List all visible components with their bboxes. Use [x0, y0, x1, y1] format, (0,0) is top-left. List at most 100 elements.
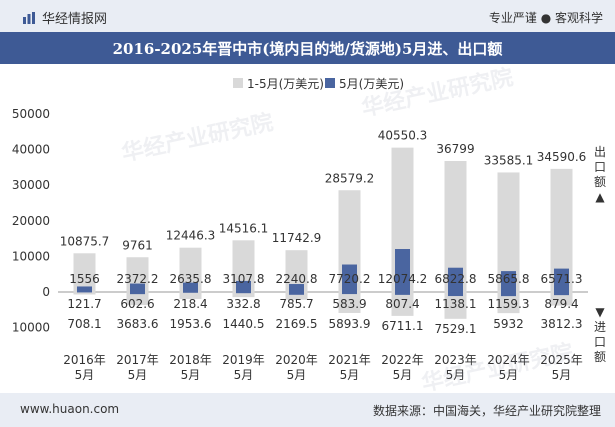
x-tick-label: 2020年	[275, 353, 318, 367]
x-tick-label: 2016年	[63, 353, 106, 367]
y-tick-label: 50000	[12, 107, 50, 121]
bar-cumulative-import	[179, 292, 202, 299]
bar-monthly-import	[395, 292, 410, 295]
bar-cumulative-import	[550, 292, 573, 306]
slogan: 专业严谨 ● 客观科学	[488, 11, 603, 25]
data-label-monthly-import: 1138.1	[435, 297, 477, 311]
bar-monthly-import	[342, 292, 357, 295]
x-tick-label: 2019年	[222, 353, 265, 367]
y-tick-label: 20000	[12, 214, 50, 228]
data-label-monthly-export: 2372.2	[117, 272, 159, 286]
data-label-cumulative-export: 9761	[122, 238, 153, 252]
x-tick-label: 5月	[75, 368, 95, 382]
bar-cumulative-export	[179, 247, 202, 292]
x-tick-label: 5月	[128, 368, 148, 382]
right-axis-label-import: ▼	[595, 305, 605, 319]
y-tick-label: 10000	[12, 321, 50, 335]
chart-title: 2016-2025年晋中市(境内目的地/货源地)5月进、出口额	[112, 39, 503, 58]
logo-icon	[23, 11, 35, 24]
data-label-monthly-export: 6571.3	[541, 272, 583, 286]
x-tick-label: 5月	[234, 368, 254, 382]
data-label-cumulative-export: 34590.6	[537, 150, 587, 164]
bar-cumulative-import	[497, 292, 520, 314]
bar-monthly-export	[501, 271, 516, 292]
right-axis-label-export: 口	[594, 160, 606, 174]
right-axis-label-export: ▲	[595, 190, 605, 204]
header-bar: 华经情报网 专业严谨 ● 客观科学	[0, 0, 615, 32]
data-label-cumulative-export: 28579.2	[325, 171, 375, 185]
data-label-cumulative-export: 40550.3	[378, 129, 428, 143]
x-tick-label: 5月	[181, 368, 201, 382]
bar-cumulative-import	[126, 292, 149, 306]
data-label-monthly-import: 785.7	[279, 297, 313, 311]
x-tick-label: 5月	[287, 368, 307, 382]
data-label-cumulative-import: 2169.5	[276, 317, 318, 331]
bar-monthly-import	[448, 292, 463, 297]
right-axis-label-import: 额	[594, 350, 606, 364]
brand[interactable]: 华经情报网	[22, 8, 107, 27]
chart-area: 1-5月(万美元) 5月(万美元) 50000 40000 30000 20000 1000…	[12, 77, 606, 382]
x-tick-label: 2021年	[328, 353, 371, 367]
x-tick-label: 2017年	[116, 353, 159, 367]
bar-monthly-export	[289, 284, 304, 292]
data-label-cumulative-import: 3683.6	[117, 317, 159, 331]
data-label-cumulative-export: 10875.7	[60, 234, 110, 248]
data-label-cumulative-import: 6711.1	[382, 319, 424, 333]
data-label-cumulative-export: 33585.1	[484, 153, 534, 167]
data-label-cumulative-import: 708.1	[67, 317, 101, 331]
right-axis-label-import: 口	[594, 335, 606, 349]
data-label-monthly-import: 602.6	[120, 297, 154, 311]
legend-swatch-cumulative	[233, 78, 243, 88]
bar-cumulative-import	[444, 292, 467, 319]
bar-monthly-import	[501, 292, 516, 297]
data-label-monthly-import: 583.9	[332, 297, 366, 311]
bar-cumulative-import	[338, 292, 361, 313]
bar-monthly-export	[342, 264, 357, 292]
data-label-cumulative-import: 1440.5	[223, 317, 265, 331]
bar-cumulative-import	[285, 292, 308, 300]
data-label-cumulative-export: 12446.3	[166, 229, 216, 243]
brand-name: 华经情报网	[42, 12, 108, 27]
x-tick-label: 5月	[499, 368, 519, 382]
bar-monthly-import	[236, 292, 251, 294]
x-tick-label: 2022年	[381, 353, 424, 367]
bar-cumulative-export	[444, 160, 467, 292]
website-link[interactable]: www.huaon.com	[20, 402, 120, 416]
x-tick-label: 2024年	[487, 353, 530, 367]
data-label-monthly-export: 2240.8	[276, 272, 318, 286]
bar-monthly-export	[183, 282, 198, 292]
data-label-cumulative-import: 5893.9	[329, 317, 371, 331]
y-tick-label: 0	[42, 285, 50, 299]
data-label-monthly-export: 12074.2	[378, 272, 428, 286]
data-label-cumulative-export: 36799	[436, 142, 474, 156]
data-label-monthly-export: 6822.8	[435, 272, 477, 286]
data-label-cumulative-import: 7529.1	[435, 322, 477, 336]
y-tick-label: 10000	[12, 249, 50, 263]
bar-cumulative-export	[550, 168, 573, 292]
right-axis-label-export: 出	[594, 145, 606, 159]
data-label-monthly-export: 2635.8	[170, 272, 212, 286]
x-tick-label: 2025年	[540, 353, 583, 367]
x-tick-label: 5月	[446, 368, 466, 382]
bar-monthly-export	[236, 280, 251, 292]
bar-cumulative-export	[232, 240, 255, 292]
legend-label-cumulative: 1-5月(万美元)	[247, 77, 324, 91]
x-tick-label: 5月	[552, 368, 572, 382]
bar-cumulative-export	[497, 172, 520, 292]
bar-monthly-export	[77, 286, 92, 292]
bar-monthly-export	[130, 283, 145, 292]
data-label-monthly-import: 1159.3	[488, 297, 530, 311]
data-label-monthly-export: 1556	[69, 272, 100, 286]
data-label-cumulative-import: 5932	[493, 317, 524, 331]
bar-monthly-import	[183, 292, 198, 293]
right-axis-label-import: 进	[594, 320, 606, 334]
bar-cumulative-import	[232, 292, 255, 298]
bar-cumulative-import	[73, 292, 96, 295]
bar-cumulative-export	[73, 253, 96, 292]
data-label-cumulative-export: 14516.1	[219, 221, 269, 235]
bar-monthly-export	[554, 268, 569, 292]
data-label-cumulative-export: 11742.9	[272, 231, 322, 245]
data-label-monthly-import: 879.4	[544, 297, 578, 311]
bar-monthly-export	[448, 267, 463, 292]
right-axis-label-export: 额	[594, 175, 606, 189]
